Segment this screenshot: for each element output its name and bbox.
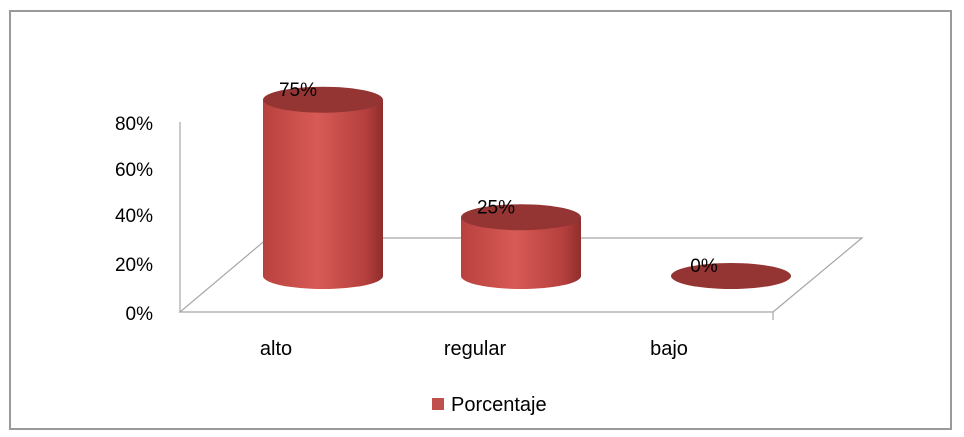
bar-body <box>461 217 581 289</box>
data-label: 0% <box>690 256 718 277</box>
y-tick-label: 40% <box>115 206 153 227</box>
y-tick-label: 80% <box>115 114 153 135</box>
bar-body <box>263 99 383 289</box>
bar-regular: 25% <box>461 197 581 289</box>
bar-bajo: 0% <box>671 256 791 289</box>
category-label: regular <box>444 338 507 360</box>
plot-floor <box>178 122 864 320</box>
data-label: 25% <box>477 197 515 218</box>
y-tick-label: 60% <box>115 160 153 181</box>
bar-top <box>461 204 581 231</box>
legend: Porcentaje <box>432 394 547 416</box>
category-label: alto <box>260 338 292 360</box>
y-tick-label: 0% <box>126 304 154 325</box>
bar-top <box>263 86 383 113</box>
category-label: bajo <box>650 338 688 360</box>
bar-top <box>671 263 791 289</box>
y-tick-label: 20% <box>115 255 153 276</box>
legend-swatch <box>432 398 444 410</box>
bar-alto: 75% <box>263 80 383 289</box>
legend-label: Porcentaje <box>451 394 547 416</box>
data-label: 75% <box>279 80 317 101</box>
